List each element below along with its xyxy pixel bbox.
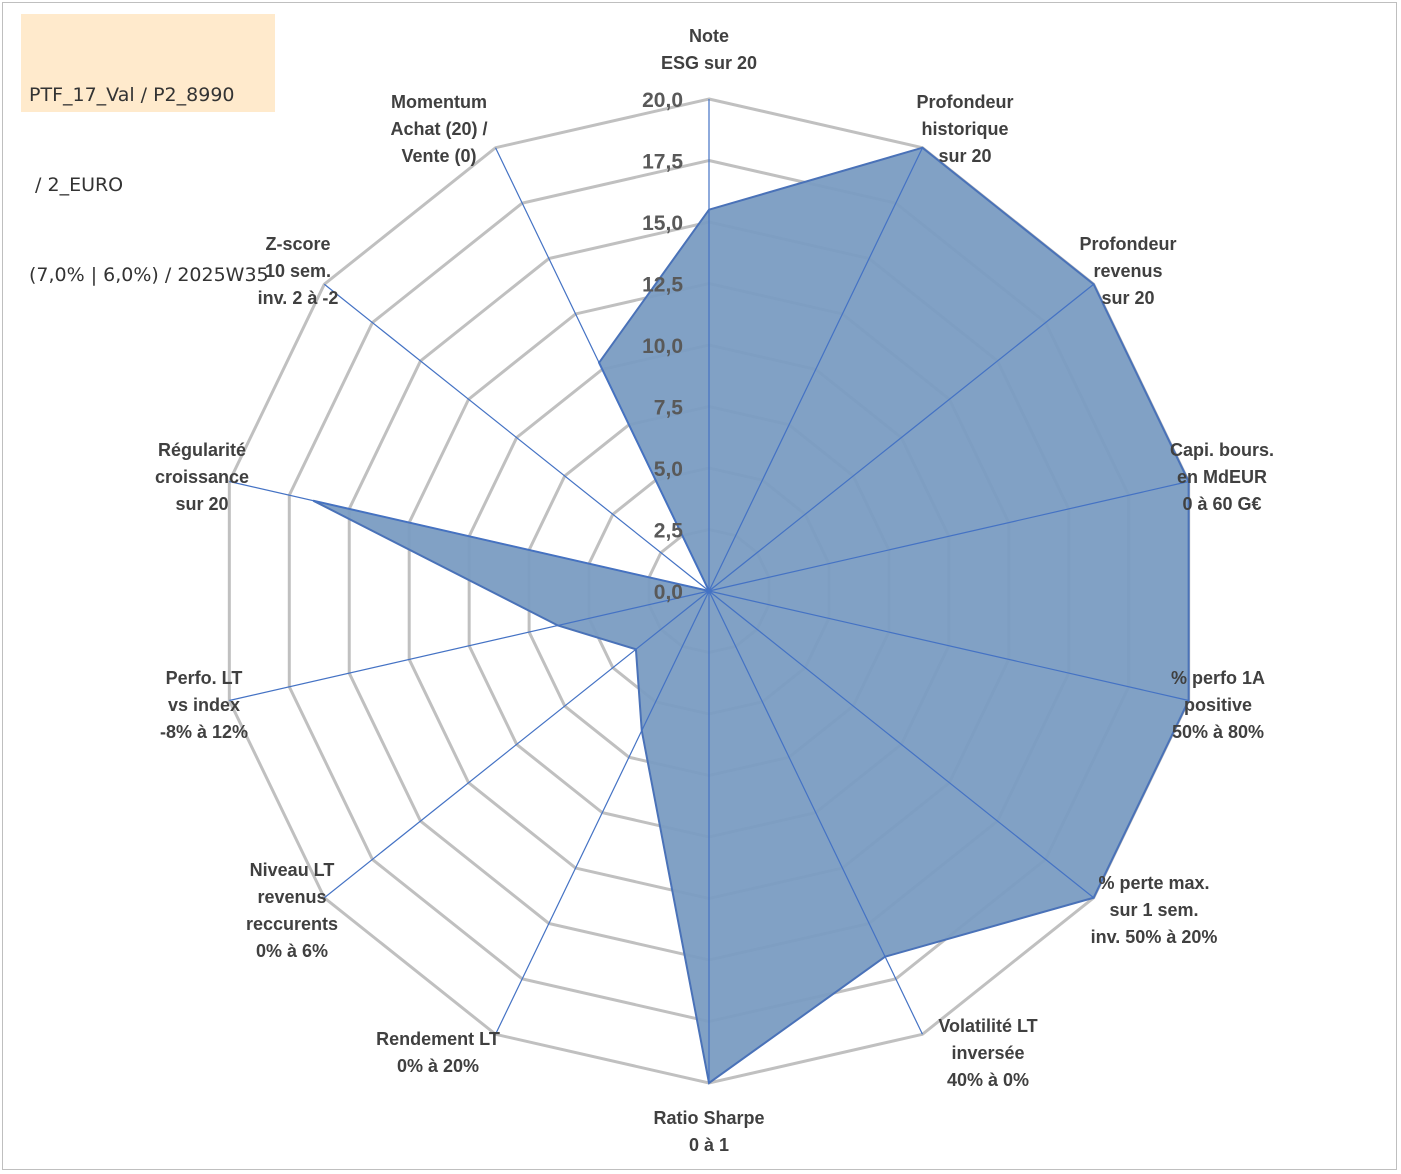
axis-label: Régularité croissance sur 20 [155,440,249,514]
axis-label: % perte max. sur 1 sem. inv. 50% à 20% [1091,873,1218,947]
axis-label: Capi. bours. en MdEUR 0 à 60 G€ [1170,440,1274,514]
tick-label: 7,5 [654,397,684,420]
axis-spoke [494,147,710,592]
tick-label: 17,5 [642,151,683,174]
axis-spoke [708,590,1095,899]
axis-spoke [229,590,710,702]
axis-label: Rendement LT 0% à 20% [376,1029,500,1076]
axis-spoke [708,283,1095,592]
tick-label: 5,0 [654,458,683,481]
axis-spoke [494,590,710,1035]
axis-label: Note ESG sur 20 [661,26,757,73]
axis-label: Volatilité LT inversée 40% à 0% [938,1016,1037,1090]
axis-label: Momentum Achat (20) / Vente (0) [390,92,487,166]
axis-label: Profondeur revenus sur 20 [1080,234,1177,308]
axis-spoke [708,590,1189,702]
tick-label: 2,5 [654,520,684,543]
axis-label: Ratio Sharpe 0 à 1 [653,1108,764,1155]
legend-line-2: / 2_EURO [29,174,124,196]
axis-label: Perfo. LT vs index -8% à 12% [160,668,248,742]
axis-spoke [229,480,710,592]
axis-label: Z-score 10 sem. inv. 2 à -2 [258,234,339,308]
legend-line-3: (7,0% | 6,0%) / 2025W35 [29,264,269,286]
axis-spoke [708,590,924,1035]
axis-spoke [323,283,710,592]
axis-label: Profondeur historique sur 20 [917,92,1014,166]
tick-label: 20,0 [642,89,683,112]
axis-label: Niveau LT revenus reccurents 0% à 6% [246,860,338,961]
axis-spoke [708,480,1189,592]
legend-box: PTF_17_Val / P2_8990 / 2_EURO (7,0% | 6,… [21,14,275,286]
axis-spoke [323,590,710,899]
tick-label: 12,5 [642,274,683,297]
tick-label: 0,0 [654,581,683,604]
tick-label: 15,0 [642,212,683,235]
series-area [312,146,1190,1085]
legend-line-1: PTF_17_Val / P2_8990 [29,84,235,106]
axis-spoke [708,147,924,592]
tick-label: 10,0 [642,335,683,358]
axis-label: % perfo 1A positive 50% à 80% [1171,668,1265,742]
